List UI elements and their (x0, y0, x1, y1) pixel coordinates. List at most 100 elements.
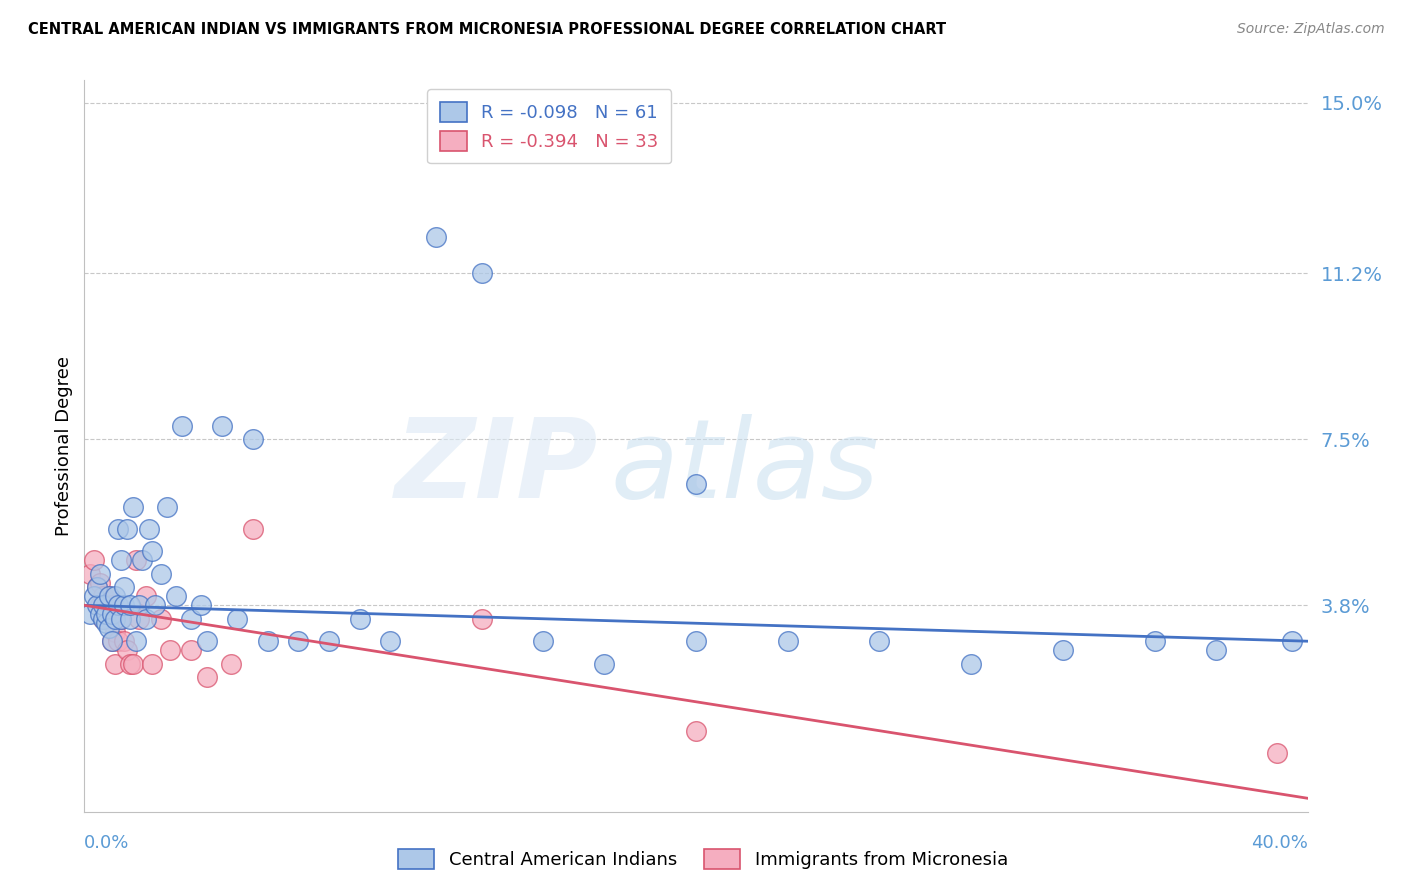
Text: 40.0%: 40.0% (1251, 834, 1308, 852)
Point (89, 575, 111, 590)
Point (91, 599, 114, 613)
Point (86, 580, 108, 594)
Point (104, 657, 127, 671)
Point (1143, 634, 1166, 648)
Point (135, 590, 157, 604)
Point (685, 634, 707, 648)
Point (107, 599, 129, 613)
Point (471, 612, 494, 626)
Point (83, 553, 105, 567)
Point (195, 670, 218, 684)
Point (91, 590, 114, 604)
Point (101, 634, 124, 648)
Text: Source: ZipAtlas.com: Source: ZipAtlas.com (1237, 22, 1385, 37)
Point (318, 634, 340, 648)
Point (471, 266, 494, 280)
Point (125, 634, 148, 648)
Point (110, 612, 132, 626)
Point (97, 612, 120, 626)
Point (128, 612, 150, 626)
Point (685, 723, 707, 738)
Point (122, 500, 145, 514)
Point (125, 553, 148, 567)
Text: 0.0%: 0.0% (84, 834, 129, 852)
Point (149, 566, 172, 581)
Point (101, 634, 124, 648)
Point (120, 599, 142, 613)
Point (1052, 643, 1074, 657)
Point (211, 418, 233, 433)
Y-axis label: Professional Degree: Professional Degree (55, 356, 73, 536)
Text: CENTRAL AMERICAN INDIAN VS IMMIGRANTS FROM MICRONESIA PROFESSIONAL DEGREE CORREL: CENTRAL AMERICAN INDIAN VS IMMIGRANTS FR… (28, 22, 946, 37)
Point (104, 625, 127, 640)
Point (159, 643, 181, 657)
Point (101, 607, 124, 622)
Point (156, 500, 179, 514)
Point (97, 621, 120, 635)
Point (226, 612, 249, 626)
Point (120, 612, 142, 626)
Point (219, 657, 242, 671)
Point (91, 612, 114, 626)
Point (138, 522, 160, 536)
Point (425, 230, 447, 244)
Point (112, 599, 135, 613)
Point (1265, 747, 1288, 761)
Point (190, 599, 212, 613)
Point (257, 634, 280, 648)
Point (97, 590, 120, 604)
Point (83, 590, 105, 604)
Point (79, 566, 101, 581)
Point (349, 612, 371, 626)
Point (104, 590, 127, 604)
Point (960, 657, 983, 671)
Point (143, 599, 166, 613)
Point (685, 477, 707, 491)
Point (107, 522, 129, 536)
Point (593, 657, 616, 671)
Point (101, 599, 124, 613)
Point (89, 599, 111, 613)
Point (91, 612, 114, 626)
Point (107, 634, 129, 648)
Point (1205, 643, 1227, 657)
Point (122, 657, 145, 671)
Text: ZIP: ZIP (395, 415, 598, 522)
Point (86, 580, 108, 594)
Point (79, 607, 101, 622)
Point (131, 553, 153, 567)
Point (112, 634, 135, 648)
Point (115, 643, 138, 657)
Point (869, 634, 891, 648)
Point (115, 522, 138, 536)
Point (112, 580, 135, 594)
Point (180, 643, 202, 657)
Point (97, 590, 120, 604)
Point (86, 599, 108, 613)
Point (180, 612, 202, 626)
Legend: Central American Indians, Immigrants from Micronesia: Central American Indians, Immigrants fro… (389, 839, 1017, 879)
Point (531, 634, 554, 648)
Point (104, 612, 127, 626)
Point (141, 544, 163, 558)
Point (89, 607, 111, 622)
Text: atlas: atlas (610, 415, 879, 522)
Point (94, 616, 117, 631)
Point (776, 634, 799, 648)
Point (242, 432, 264, 446)
Point (94, 607, 117, 622)
Point (128, 599, 150, 613)
Point (242, 522, 264, 536)
Point (110, 612, 132, 626)
Point (149, 612, 172, 626)
Point (89, 566, 111, 581)
Point (110, 553, 132, 567)
Point (287, 634, 309, 648)
Point (380, 634, 402, 648)
Point (120, 657, 142, 671)
Point (172, 418, 194, 433)
Point (1281, 634, 1303, 648)
Point (94, 599, 117, 613)
Point (141, 657, 163, 671)
Legend: R = -0.098   N = 61, R = -0.394   N = 33: R = -0.098 N = 61, R = -0.394 N = 33 (427, 89, 671, 163)
